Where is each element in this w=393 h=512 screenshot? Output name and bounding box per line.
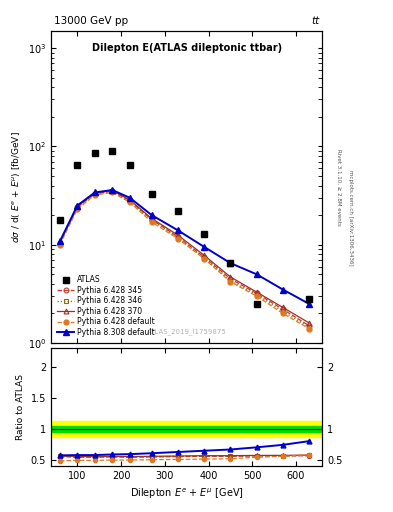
Pythia 6.428 345 (92, 190, 97, 197)
Pythia 6.428 370 (176, 232, 180, 238)
Line: Pythia 6.428 345: Pythia 6.428 345 (57, 189, 312, 328)
Pythia 8.308 default (92, 189, 97, 196)
ATLAS (307, 296, 312, 302)
Line: Pythia 6.428 default: Pythia 6.428 default (57, 190, 312, 331)
Pythia 6.428 default (281, 310, 285, 316)
Line: ATLAS: ATLAS (57, 148, 312, 307)
Text: tt: tt (311, 16, 320, 26)
Pythia 6.428 370 (149, 216, 154, 222)
Pythia 6.428 346 (75, 205, 80, 211)
Pythia 6.428 346 (127, 198, 132, 204)
Pythia 6.428 370 (228, 274, 233, 280)
Y-axis label: Ratio to ATLAS: Ratio to ATLAS (16, 374, 25, 440)
Pythia 6.428 370 (307, 320, 312, 326)
Pythia 6.428 370 (202, 252, 207, 259)
Pythia 8.308 default (202, 244, 207, 250)
Pythia 6.428 370 (110, 187, 115, 194)
Pythia 6.428 345 (176, 234, 180, 240)
Pythia 6.428 345 (110, 188, 115, 194)
ATLAS (176, 208, 180, 214)
Pythia 6.428 default (92, 192, 97, 198)
Pythia 6.428 346 (281, 308, 285, 314)
Pythia 6.428 default (75, 206, 80, 212)
Pythia 6.428 370 (254, 289, 259, 295)
Pythia 6.428 370 (57, 240, 62, 246)
Pythia 6.428 370 (127, 197, 132, 203)
ATLAS (127, 162, 132, 168)
Pythia 8.308 default (254, 271, 259, 278)
Pythia 6.428 346 (202, 255, 207, 261)
Pythia 8.308 default (176, 227, 180, 233)
Pythia 6.428 346 (307, 324, 312, 330)
ATLAS (254, 301, 259, 307)
ATLAS (202, 230, 207, 237)
Pythia 6.428 345 (75, 204, 80, 210)
Pythia 8.308 default (110, 187, 115, 193)
X-axis label: Dilepton $E^e$ + $E^{\mu}$ [GeV]: Dilepton $E^e$ + $E^{\mu}$ [GeV] (130, 486, 244, 501)
Pythia 8.308 default (75, 203, 80, 209)
Pythia 6.428 345 (149, 217, 154, 223)
Pythia 6.428 346 (254, 292, 259, 298)
Pythia 6.428 346 (110, 188, 115, 195)
Text: Rivet 3.1.10, ≥ 2.8M events: Rivet 3.1.10, ≥ 2.8M events (336, 148, 341, 225)
Pythia 6.428 370 (75, 203, 80, 209)
Pythia 6.428 346 (57, 240, 62, 246)
Pythia 8.308 default (281, 287, 285, 293)
Pythia 6.428 345 (202, 254, 207, 260)
ATLAS (110, 148, 115, 154)
Pythia 6.428 370 (281, 305, 285, 311)
Pythia 6.428 345 (127, 198, 132, 204)
Pythia 8.308 default (228, 260, 233, 266)
Pythia 6.428 default (254, 293, 259, 299)
Pythia 8.308 default (57, 239, 62, 245)
Text: 13000 GeV pp: 13000 GeV pp (54, 16, 128, 26)
Pythia 6.428 345 (57, 240, 62, 246)
Pythia 6.428 346 (176, 234, 180, 241)
Pythia 8.308 default (149, 212, 154, 218)
Pythia 6.428 default (228, 279, 233, 285)
Legend: ATLAS, Pythia 6.428 345, Pythia 6.428 346, Pythia 6.428 370, Pythia 6.428 defaul: ATLAS, Pythia 6.428 345, Pythia 6.428 34… (55, 273, 157, 339)
Pythia 6.428 345 (281, 306, 285, 312)
Text: ATLAS_2019_I1759875: ATLAS_2019_I1759875 (147, 329, 226, 335)
ATLAS (75, 162, 80, 168)
Pythia 6.428 default (149, 219, 154, 225)
Pythia 6.428 345 (307, 323, 312, 329)
Text: Dilepton E(ATLAS dileptonic ttbar): Dilepton E(ATLAS dileptonic ttbar) (92, 43, 282, 53)
Pythia 8.308 default (307, 301, 312, 307)
Pythia 6.428 346 (92, 191, 97, 197)
Pythia 6.428 346 (228, 278, 233, 284)
Pythia 6.428 default (307, 326, 312, 332)
Text: mcplots.cern.ch [arXiv:1306.3436]: mcplots.cern.ch [arXiv:1306.3436] (348, 170, 353, 266)
Pythia 6.428 345 (254, 290, 259, 296)
ATLAS (92, 150, 97, 156)
Pythia 6.428 345 (228, 276, 233, 282)
Line: Pythia 6.428 370: Pythia 6.428 370 (57, 188, 312, 326)
Line: Pythia 6.428 346: Pythia 6.428 346 (57, 189, 312, 330)
Pythia 6.428 default (202, 255, 207, 262)
Pythia 6.428 370 (92, 190, 97, 196)
Pythia 6.428 default (176, 236, 180, 242)
Pythia 8.308 default (127, 195, 132, 201)
Y-axis label: $d\sigma$ / d( $E^e$ + $E^{\mu}$) [fb/GeV]: $d\sigma$ / d( $E^e$ + $E^{\mu}$) [fb/Ge… (10, 131, 22, 243)
ATLAS (57, 217, 62, 223)
ATLAS (228, 260, 233, 266)
Pythia 6.428 346 (149, 217, 154, 223)
Pythia 6.428 default (57, 242, 62, 248)
Pythia 6.428 default (110, 189, 115, 196)
Pythia 6.428 default (127, 199, 132, 205)
ATLAS (149, 190, 154, 197)
Line: Pythia 8.308 default: Pythia 8.308 default (57, 187, 312, 307)
